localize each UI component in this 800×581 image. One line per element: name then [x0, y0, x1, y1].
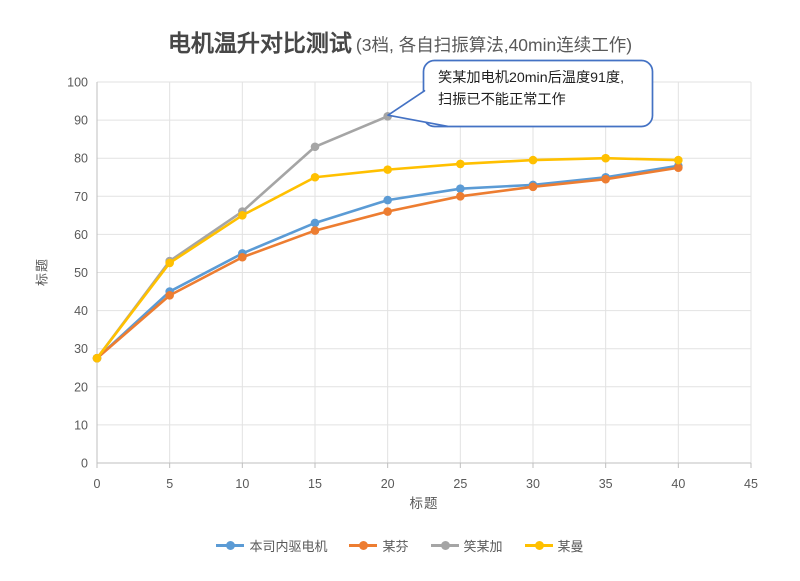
data-point [165, 258, 174, 268]
data-point [456, 192, 465, 201]
gridlines [97, 81, 752, 463]
x-tick-label: 5 [166, 477, 173, 491]
legend-item-某曼[interactable]: 某曼 [524, 536, 584, 555]
chart-legend: 本司内驱电机 某芬 笑某加 某曼 [0, 536, 800, 555]
data-point [528, 182, 538, 192]
data-point [238, 252, 247, 262]
callout-text-line2: 扫振已不能正常工作 [438, 92, 566, 108]
x-tick-label: 45 [744, 477, 758, 491]
chart-title-main: 电机温升对比测试 [167, 30, 352, 56]
x-tick-label: 20 [381, 477, 395, 491]
legend-label: 笑某加 [463, 539, 503, 554]
data-point [165, 291, 174, 300]
y-tick-label: 80 [74, 152, 88, 166]
data-point [456, 184, 465, 193]
data-point [674, 163, 683, 173]
data-point [310, 226, 320, 235]
chart-title: 电机温升对比测试 (3档, 各自扫振算法,40min连续工作) [0, 24, 800, 58]
legend-marker-icon [430, 541, 459, 550]
legend-item-本司内驱电机[interactable]: 本司内驱电机 [216, 536, 327, 555]
data-point [92, 353, 102, 363]
data-point [310, 142, 320, 152]
axes [96, 82, 752, 468]
y-tick-label: 70 [74, 190, 88, 204]
callout-text-line1: 笑某加电机20min后温度91度, [438, 70, 624, 86]
y-tick-label: 10 [74, 418, 88, 432]
x-tick-label: 40 [671, 477, 685, 491]
legend-marker-icon [349, 541, 378, 550]
y-tick-label: 0 [81, 457, 88, 471]
x-tick-label: 0 [94, 477, 101, 491]
data-point [601, 153, 610, 163]
x-tick-label: 25 [453, 477, 467, 491]
legend-label: 本司内驱电机 [249, 539, 328, 554]
x-tick-label: 30 [526, 477, 540, 491]
y-tick-label: 20 [74, 380, 88, 394]
y-tick-label: 30 [74, 342, 88, 356]
data-point [456, 159, 465, 169]
data-point [528, 155, 538, 165]
tick-labels: 0 5 10 15 20 25 30 35 40 45 0 10 20 30 40 50 60 70 80 90 100 [67, 76, 758, 492]
legend-label: 某曼 [557, 539, 584, 554]
y-tick-label: 100 [67, 76, 88, 90]
y-tick-label: 60 [74, 228, 88, 242]
y-axis-title: 标题 [34, 257, 50, 287]
y-tick-label: 90 [74, 114, 88, 128]
series-某曼 [92, 153, 683, 363]
data-point [383, 195, 392, 205]
x-axis-title: 标题 [409, 496, 439, 511]
data-point [383, 165, 392, 174]
data-point [238, 211, 247, 220]
chart-title-sub: (3档, 各自扫振算法,40min连续工作) [355, 35, 633, 55]
data-point [383, 207, 392, 216]
y-tick-label: 40 [74, 304, 88, 318]
data-point [674, 155, 683, 165]
data-point [310, 218, 320, 228]
y-tick-label: 50 [74, 266, 88, 280]
legend-label: 某芬 [382, 539, 409, 554]
legend-marker-icon [524, 541, 553, 550]
legend-marker-icon [216, 541, 245, 550]
data-point [310, 172, 320, 182]
data-point [601, 174, 610, 184]
callout-tail [387, 89, 449, 128]
x-tick-label: 15 [308, 477, 322, 491]
legend-item-笑某加[interactable]: 笑某加 [430, 536, 503, 555]
x-tick-label: 10 [235, 477, 249, 491]
annotation-callout: 笑某加电机20min后温度91度, 扫振已不能正常工作 [387, 59, 654, 128]
x-tick-label: 35 [599, 477, 613, 491]
legend-item-某芬[interactable]: 某芬 [349, 536, 409, 555]
